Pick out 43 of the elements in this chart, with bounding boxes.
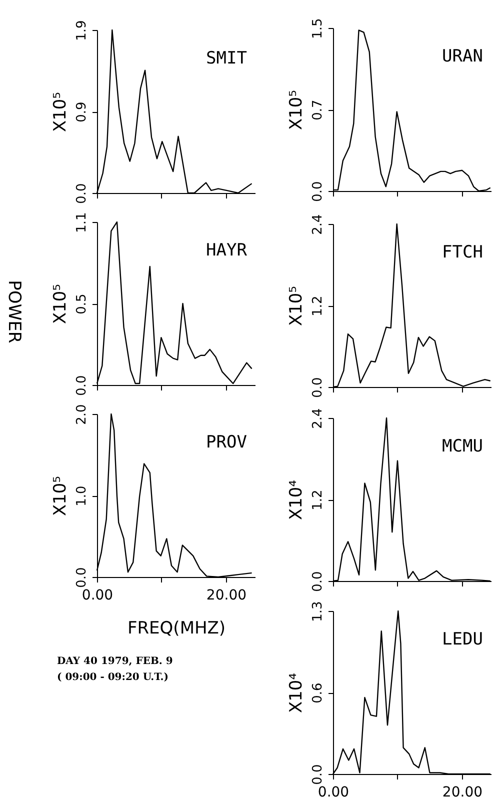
y-tick-label: 2.4	[310, 214, 326, 235]
y-tick-label: 1.3	[310, 601, 326, 622]
y-tick-label: 1.2	[310, 296, 326, 316]
y-axis-title: X10⁵	[286, 90, 306, 130]
y-tick-label: 0.6	[310, 682, 326, 704]
y-tick-label: 1.1	[74, 212, 90, 233]
text: LEDU	[442, 630, 483, 650]
y-tick-label: 0.0	[310, 377, 326, 398]
y-tick-label: 0.0	[310, 764, 326, 785]
y-tick-label: 0.0	[74, 183, 90, 204]
x-tick-label: 0.00	[318, 784, 350, 800]
text: PROV	[206, 432, 247, 453]
text: SMIT	[206, 48, 247, 69]
y-tick-label: 1.5	[310, 18, 326, 39]
y-tick-label: 0.0	[310, 181, 326, 202]
y-tick-label: 0.5	[74, 294, 90, 314]
text: FTCH	[442, 242, 483, 263]
text: HAYR	[206, 240, 248, 261]
y-axis-title: X10⁵	[50, 92, 70, 132]
x-tick-label: 20.00	[206, 588, 247, 604]
text: POWER	[4, 280, 24, 344]
y-tick-label: 2.0	[74, 404, 90, 425]
y-tick-label: 0.0	[310, 571, 326, 592]
x-axis-title: FREQ(MHZ)	[127, 618, 226, 638]
x-tick-label: 20.00	[442, 784, 483, 800]
y-tick-label: 1.2	[310, 490, 326, 510]
y-tick-label: 0.7	[310, 100, 326, 120]
y-tick-label: 2.4	[310, 408, 326, 429]
y-axis-title: X10⁵	[50, 476, 70, 516]
y-axis-title: X10⁴	[286, 480, 306, 520]
y-axis-title: X10⁴	[286, 672, 306, 714]
text: MCMU	[442, 436, 483, 457]
y-tick-label: 0.0	[74, 567, 90, 588]
y-axis-title: X10⁵	[286, 286, 306, 326]
y-tick-label: 1.0	[74, 486, 90, 506]
text: URAN	[442, 46, 483, 67]
y-tick-label: 0.0	[74, 375, 90, 396]
x-tick-label: 0.00	[82, 588, 114, 604]
y-tick-label: 1.9	[74, 20, 90, 41]
y-axis-title: X10⁵	[50, 284, 70, 324]
text: DAY 40 1979, FEB. 9	[57, 656, 173, 667]
y-tick-label: 0.9	[74, 102, 90, 122]
text: ( 09:00 - 09:20 U.T.)	[57, 672, 169, 683]
